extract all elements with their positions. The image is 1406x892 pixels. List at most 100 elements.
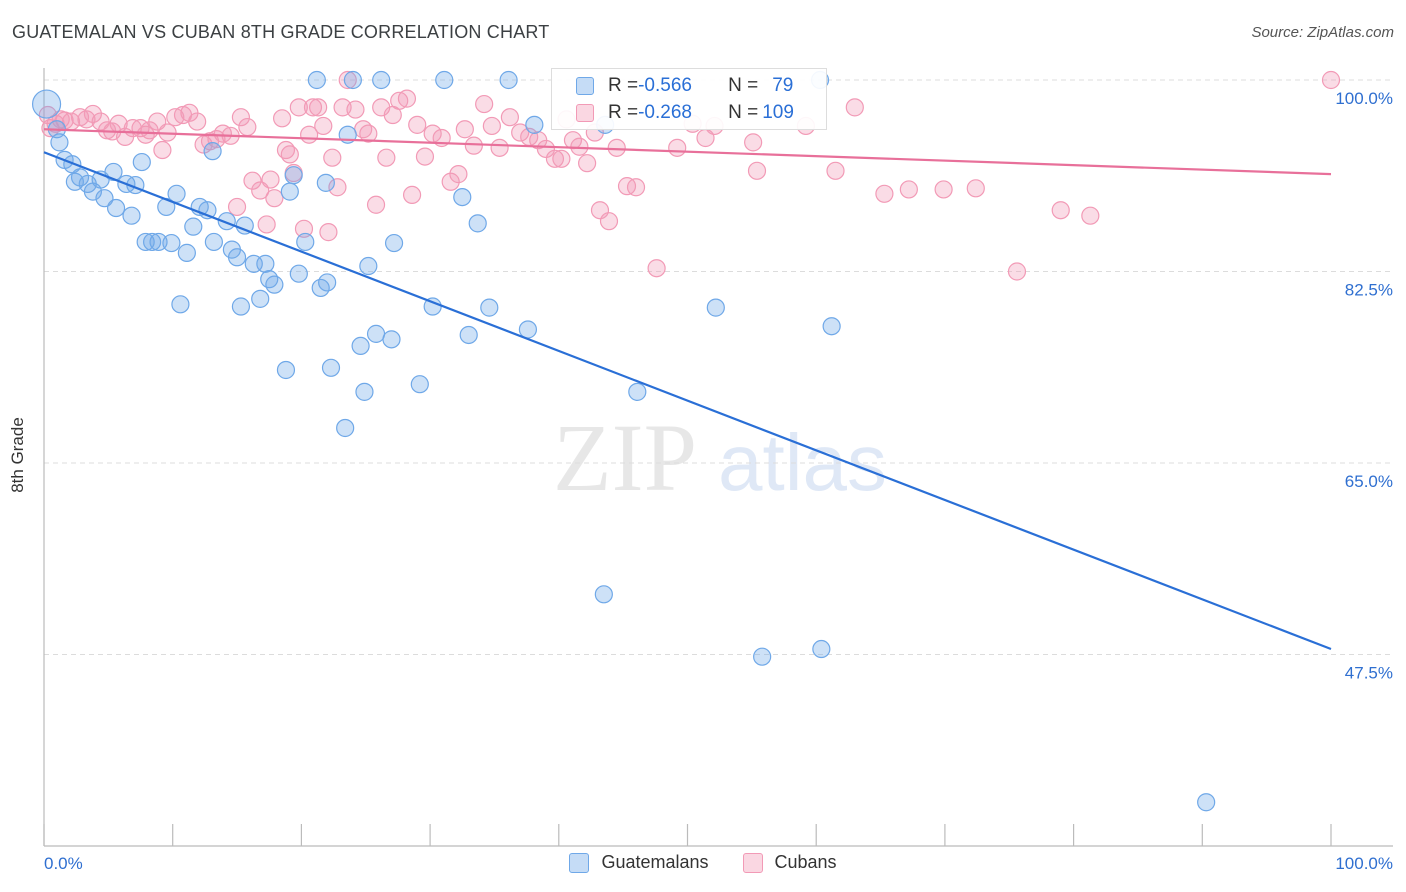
data-point-cubans xyxy=(231,108,251,127)
data-point-guatemalans xyxy=(366,324,386,343)
data-point-guatemalans xyxy=(316,173,335,192)
legend-swatch-cubans xyxy=(576,104,594,122)
data-point-guatemalans xyxy=(132,152,151,172)
data-point-cubans xyxy=(397,89,417,108)
data-point-cubans xyxy=(402,185,422,204)
data-point-guatemalans xyxy=(280,182,299,201)
data-point-guatemalans xyxy=(106,198,126,218)
data-point-guatemalans xyxy=(525,115,544,134)
data-point-cubans xyxy=(153,140,172,160)
data-point-guatemalans xyxy=(753,647,772,666)
data-point-guatemalans xyxy=(167,184,186,203)
data-point-cubans xyxy=(1051,201,1070,220)
data-point-cubans xyxy=(314,116,333,136)
data-point-guatemalans xyxy=(706,298,725,317)
data-point-guatemalans xyxy=(122,206,141,225)
y-tick-label: 65.0% xyxy=(1345,472,1393,491)
data-point-guatemalans xyxy=(435,70,454,90)
data-point-guatemalans xyxy=(31,89,62,119)
legend-swatch-guatemalans xyxy=(569,852,590,873)
data-point-guatemalans xyxy=(149,232,168,252)
y-tick-label: 100.0% xyxy=(1335,89,1393,108)
data-point-cubans xyxy=(875,184,894,203)
data-points xyxy=(31,70,1341,812)
legend-swatch-guatemalans xyxy=(576,77,594,95)
data-point-cubans xyxy=(1321,70,1341,90)
data-point-guatemalans xyxy=(822,317,841,336)
data-point-cubans xyxy=(668,138,687,157)
data-point-guatemalans xyxy=(162,233,181,253)
data-point-guatemalans xyxy=(184,217,203,236)
stats-legend: R = -0.566 N = 79 R = -0.268 N = 109 xyxy=(551,68,827,130)
data-point-cubans xyxy=(1081,206,1100,225)
legend-n-label: N = xyxy=(728,102,759,123)
data-point-cubans xyxy=(747,161,767,180)
data-point-cubans xyxy=(578,154,597,173)
data-point-cubans xyxy=(552,149,571,168)
data-point-cubans xyxy=(261,170,280,189)
data-point-cubans xyxy=(83,104,103,124)
data-point-guatemalans xyxy=(499,70,518,90)
legend-item-guatemalans: Guatemalans xyxy=(569,852,709,873)
data-point-cubans xyxy=(289,98,308,117)
data-point-cubans xyxy=(536,139,556,159)
data-point-cubans xyxy=(626,178,646,197)
legend-row-guatemalans: R = -0.566 N = 79 xyxy=(576,74,793,98)
data-point-guatemalans xyxy=(296,232,315,252)
data-point-cubans xyxy=(441,172,460,191)
data-point-cubans xyxy=(188,112,207,131)
data-point-cubans xyxy=(257,215,276,234)
watermark-zip: ZIP xyxy=(553,404,697,511)
y-axis-label: 8th Grade xyxy=(8,417,27,493)
data-point-cubans xyxy=(845,98,864,117)
source-label: Source: ZipAtlas.com xyxy=(1251,24,1394,41)
data-point-cubans xyxy=(366,195,386,214)
data-point-cubans xyxy=(346,100,365,119)
data-point-cubans xyxy=(647,259,666,278)
data-point-guatemalans xyxy=(307,70,326,90)
data-point-cubans xyxy=(966,179,985,198)
y-tick-label: 82.5% xyxy=(1345,281,1393,300)
trend-lines xyxy=(43,128,1332,651)
legend-label-guatemalans: Guatemalans xyxy=(601,852,709,872)
data-point-cubans xyxy=(377,148,396,167)
legend-swatch-cubans xyxy=(742,852,763,873)
data-point-cubans xyxy=(280,145,299,164)
data-point-cubans xyxy=(500,108,519,127)
data-point-guatemalans xyxy=(321,358,341,377)
data-point-guatemalans xyxy=(231,297,251,316)
data-point-guatemalans xyxy=(177,243,196,262)
data-point-guatemalans xyxy=(351,336,370,356)
data-point-guatemalans xyxy=(382,330,401,349)
data-point-cubans xyxy=(408,115,427,134)
data-point-cubans xyxy=(464,136,483,155)
data-point-cubans xyxy=(899,180,918,199)
data-point-cubans xyxy=(294,219,314,238)
data-point-guatemalans xyxy=(289,264,308,283)
data-point-guatemalans xyxy=(480,298,499,317)
x-tick-label: 100.0% xyxy=(1335,854,1393,873)
chart-title: GUATEMALAN VS CUBAN 8TH GRADE CORRELATIO… xyxy=(12,22,550,42)
legend-n-label: N = xyxy=(728,75,759,96)
data-point-guatemalans xyxy=(251,289,270,308)
data-point-guatemalans xyxy=(143,232,162,252)
data-point-cubans xyxy=(511,123,530,142)
data-point-guatemalans xyxy=(284,166,303,185)
data-point-cubans xyxy=(323,148,342,167)
data-point-guatemalans xyxy=(204,232,223,252)
tick-labels: 100.0% 82.5% 65.0% 47.5% 0.0% 100.0% xyxy=(44,89,1393,873)
data-point-cubans xyxy=(303,98,323,117)
legend-r-value: -0.566 xyxy=(638,75,692,96)
data-point-guatemalans xyxy=(276,360,296,380)
data-point-cubans xyxy=(265,189,284,208)
axes xyxy=(43,68,1393,847)
data-point-cubans xyxy=(475,94,494,114)
data-point-guatemalans xyxy=(372,70,391,90)
data-point-cubans xyxy=(607,138,626,157)
data-point-cubans xyxy=(545,149,565,168)
data-point-guatemalans xyxy=(410,375,429,394)
legend-r-label: R = xyxy=(608,102,639,123)
data-point-cubans xyxy=(238,117,257,137)
data-point-guatemalans xyxy=(384,233,404,253)
